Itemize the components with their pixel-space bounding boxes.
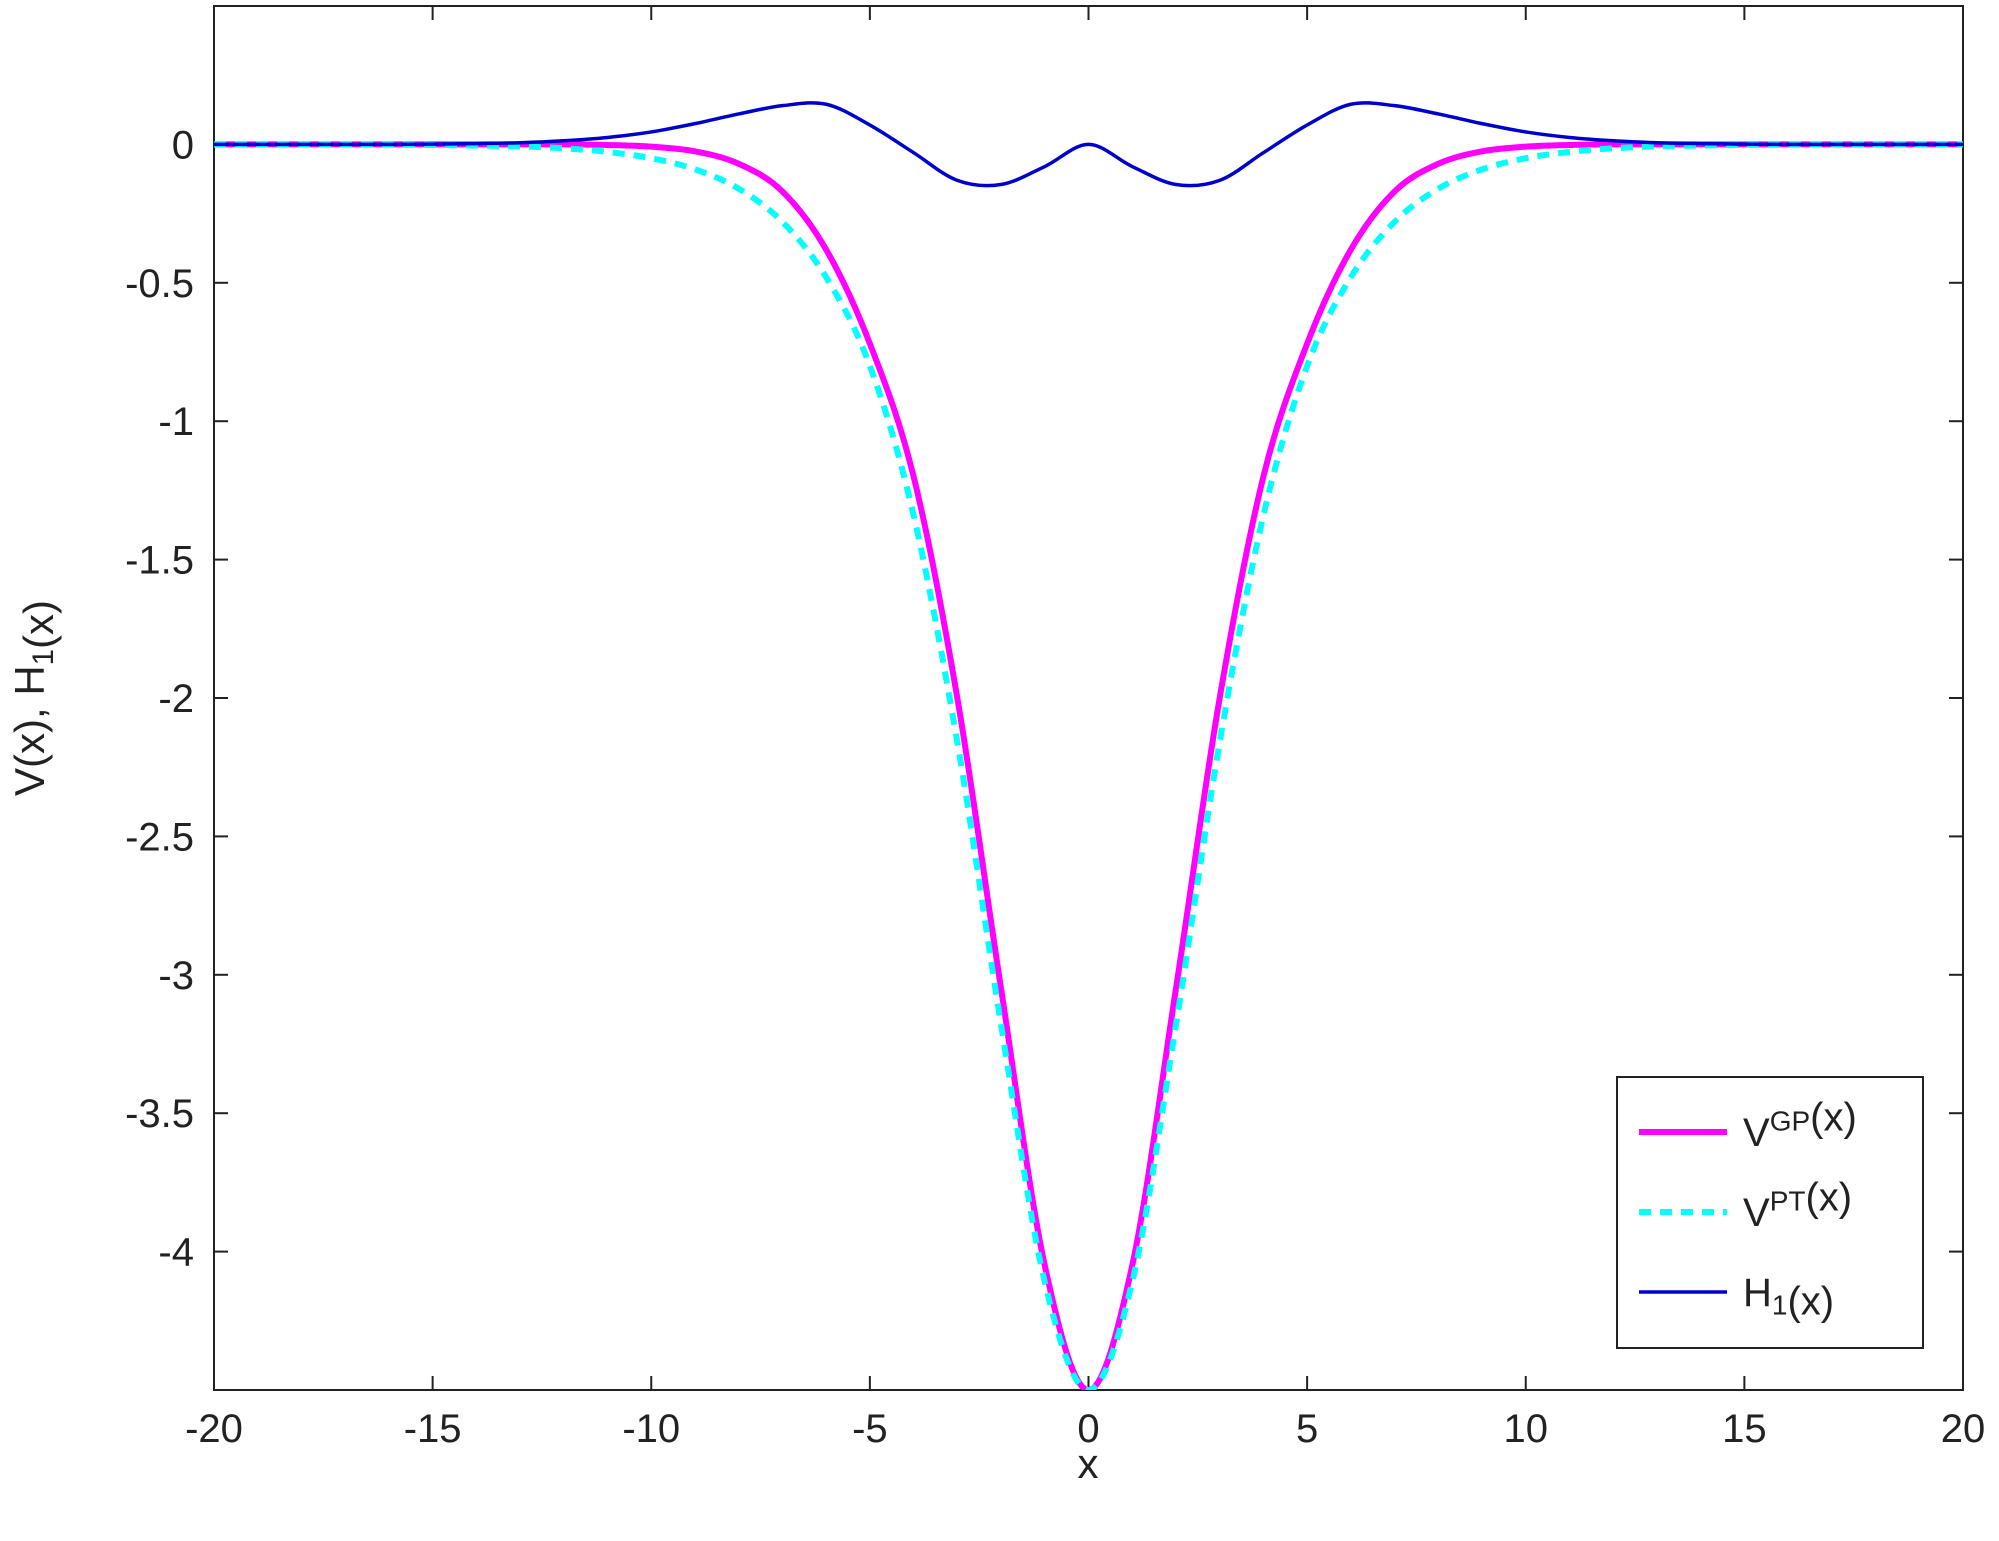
y-tick-label: -3 bbox=[158, 954, 194, 998]
plot-area bbox=[214, 101, 1963, 1390]
x-tick-label: 10 bbox=[1504, 1407, 1549, 1451]
legend-label: VGP(x) bbox=[1743, 1096, 1857, 1155]
x-tick-label: -5 bbox=[852, 1407, 888, 1451]
legend-box bbox=[1616, 1076, 1924, 1349]
y-tick-label: -0.5 bbox=[125, 262, 194, 306]
legend-label: VPT(x) bbox=[1743, 1176, 1852, 1235]
x-tick-label: 0 bbox=[1077, 1407, 1099, 1451]
x-tick-label: -15 bbox=[404, 1407, 462, 1451]
x-tick-label: 5 bbox=[1296, 1407, 1318, 1451]
y-tick-label: -2 bbox=[158, 677, 194, 721]
y-tick-label: -1.5 bbox=[125, 539, 194, 583]
y-tick-label: -3.5 bbox=[125, 1092, 194, 1136]
x-tick-label: -10 bbox=[622, 1407, 680, 1451]
x-tick-label: 20 bbox=[1941, 1407, 1986, 1451]
x-tick-label: 15 bbox=[1722, 1407, 1767, 1451]
y-tick-label: -1 bbox=[158, 400, 194, 444]
line-series bbox=[214, 141, 1963, 1390]
y-axis-label: V(x), H1(x) bbox=[6, 600, 62, 796]
legend-label: H1(x) bbox=[1743, 1271, 1834, 1323]
x-tick-label: -20 bbox=[185, 1407, 243, 1451]
line-series bbox=[214, 101, 1963, 188]
y-tick-label: 0 bbox=[172, 123, 194, 167]
x-axis-label: x bbox=[1078, 1440, 1099, 1487]
y-tick-label: -2.5 bbox=[125, 815, 194, 859]
y-tick-label: -4 bbox=[158, 1231, 194, 1275]
